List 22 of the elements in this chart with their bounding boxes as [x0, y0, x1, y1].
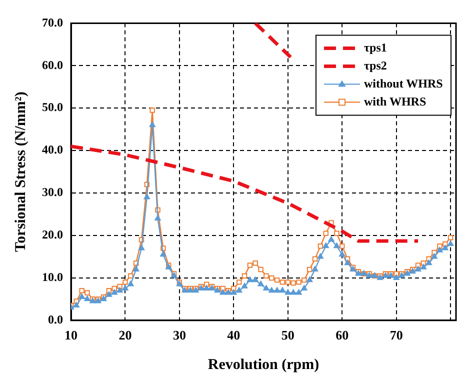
- legend-label: τps1: [364, 40, 387, 54]
- x-tick-label: 20: [118, 328, 132, 343]
- y-axis-title: Torsional Stress (N/mm²): [12, 92, 29, 252]
- y-tick-label: 70.0: [42, 15, 63, 30]
- x-tick-label: 70: [390, 328, 403, 343]
- legend-label: with WHRS: [364, 94, 426, 108]
- y-tick-label: 20.0: [42, 228, 63, 242]
- x-tick-label: 60: [336, 328, 349, 343]
- legend-label: τps2: [364, 58, 387, 72]
- x-tick-label: 40: [227, 328, 240, 343]
- y-tick-label: 0.0: [48, 312, 63, 326]
- y-tick-label: 10.0: [42, 270, 63, 284]
- x-axis-title: Revolution (rpm): [208, 356, 320, 373]
- y-tick-label: 60.0: [42, 58, 63, 72]
- y-tick-label: 30.0: [42, 185, 63, 200]
- x-tick-label: 10: [64, 328, 78, 343]
- legend-label: without WHRS: [364, 76, 444, 90]
- x-tick-label: 50: [281, 328, 294, 343]
- x-tick-label: 30: [172, 328, 186, 343]
- y-tick-label: 40.0: [42, 142, 63, 157]
- y-tick-label: 50.0: [42, 100, 63, 114]
- line-series: [71, 144, 420, 243]
